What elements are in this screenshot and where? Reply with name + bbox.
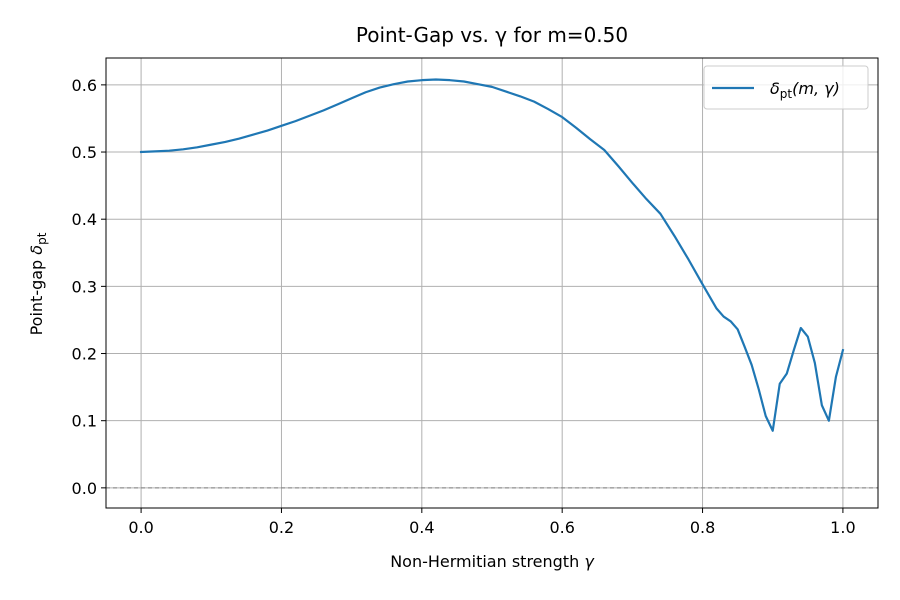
x-axis-ticks: 0.0 0.2 0.4 0.6 0.8 1.0 xyxy=(128,508,856,537)
y-axis-title: Point-gap δpt xyxy=(27,232,49,335)
y-tick-label: 0.6 xyxy=(72,76,97,95)
x-tick-label: 0.0 xyxy=(128,518,153,537)
x-axis-title-symbol: γ xyxy=(584,552,595,571)
y-tick-label: 0.0 xyxy=(72,479,97,498)
legend-label-args: (m, γ) xyxy=(792,79,840,98)
y-tick-label: 0.2 xyxy=(72,345,97,364)
x-tick-label: 0.4 xyxy=(409,518,434,537)
legend-box xyxy=(703,65,869,110)
grid xyxy=(106,58,878,508)
series-line xyxy=(139,78,845,432)
y-tick-label: 0.1 xyxy=(72,412,97,431)
y-tick-label: 0.3 xyxy=(72,277,97,296)
x-tick-label: 0.8 xyxy=(690,518,715,537)
legend: δpt(m, γ) xyxy=(703,65,869,110)
legend-label-subscript: pt xyxy=(780,87,793,101)
x-tick-label: 1.0 xyxy=(830,518,855,537)
x-tick-label: 0.6 xyxy=(549,518,574,537)
y-axis-title-text: Point-gap xyxy=(27,255,46,336)
y-axis-title-symbol: δ xyxy=(27,245,46,255)
series-layer xyxy=(139,78,845,432)
chart-title: Point-Gap vs. γ for m=0.50 xyxy=(356,23,628,47)
y-axis-ticks: 0.0 0.1 0.2 0.3 0.4 0.5 0.6 xyxy=(72,76,106,498)
y-tick-label: 0.4 xyxy=(72,210,97,229)
legend-label-symbol: δ xyxy=(770,79,780,98)
x-tick-label: 0.2 xyxy=(269,518,294,537)
y-tick-label: 0.5 xyxy=(72,143,97,162)
y-axis-title-subscript: pt xyxy=(35,232,49,245)
x-axis-title: Non-Hermitian strength γ xyxy=(390,552,595,571)
x-axis-title-text: Non-Hermitian strength xyxy=(390,552,584,571)
legend-label: δpt(m, γ) xyxy=(770,79,840,101)
plot-frame xyxy=(105,57,879,509)
